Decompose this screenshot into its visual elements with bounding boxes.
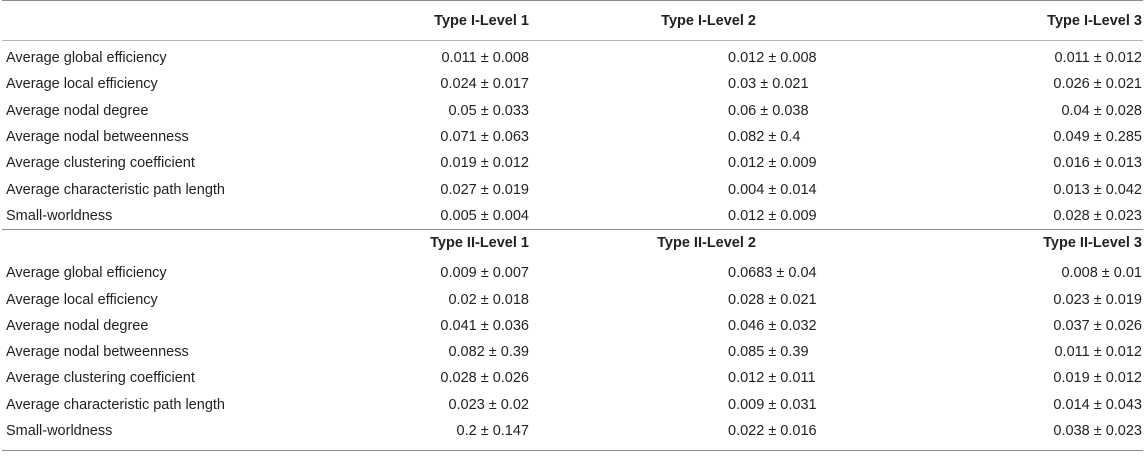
value-level3: 0.011 ± 0.012	[1054, 50, 1142, 67]
network-metrics-table: Type I-Level 1 Type I-Level 2 Type I-Lev…	[2, 0, 1143, 452]
value-level2: 0.028 ± 0.021	[728, 291, 817, 308]
col-header-type2-level2: Type II-Level 2	[657, 235, 756, 252]
col-header-type2-level3: Type II-Level 3	[1043, 235, 1142, 252]
value-level2: 0.046 ± 0.032	[728, 317, 817, 334]
type1-table-row: Average global efficiency 0.011 ± 0.008 0.…	[2, 45, 1143, 71]
value-level1: 0.009 ± 0.007	[440, 265, 529, 282]
metric-label: Average global efficiency	[6, 265, 167, 282]
value-level3: 0.049 ± 0.285	[1053, 129, 1142, 146]
value-level3: 0.013 ± 0.042	[1053, 181, 1142, 198]
value-level2: 0.012 ± 0.008	[728, 50, 817, 67]
metric-label: Small-worldness	[6, 423, 113, 439]
value-level1: 0.041 ± 0.036	[440, 317, 529, 334]
type2-table-row: Average clustering coefficient 0.028 ± 0.…	[2, 365, 1143, 391]
type1-table-row: Average nodal betweenness 0.071 ± 0.063 0.…	[2, 124, 1143, 150]
value-level2: 0.009 ± 0.031	[728, 396, 817, 413]
type2-header-row: Type II-Level 1 Type II-Level 2 Type II-…	[2, 230, 1143, 256]
type1-table-row: Average nodal degree 0.05 ± 0.033 0.06 ± 0…	[2, 98, 1143, 124]
value-level3: 0.008 ± 0.01	[1061, 265, 1142, 282]
value-level3: 0.014 ± 0.043	[1053, 396, 1142, 413]
value-level2: 0.012 ± 0.011	[728, 370, 816, 387]
col-header-type2-level1: Type II-Level 1	[430, 235, 529, 252]
metric-label: Average clustering coefficient	[6, 155, 195, 172]
value-level1: 0.023 ± 0.02	[448, 396, 529, 413]
value-level1: 0.2 ± 0.147	[456, 423, 529, 439]
table-header-row: Type I-Level 1 Type I-Level 2 Type I-Lev…	[2, 1, 1143, 41]
value-level1: 0.02 ± 0.018	[448, 291, 529, 308]
type2-table-row: Average characteristic path length 0.023 …	[2, 392, 1143, 418]
value-level1: 0.05 ± 0.033	[448, 102, 529, 119]
metric-label: Average characteristic path length	[6, 181, 225, 198]
value-level1: 0.082 ± 0.39	[448, 344, 529, 361]
metric-label: Average clustering coefficient	[6, 370, 195, 387]
type2-header: Type II-Level 1 Type II-Level 2 Type II-…	[2, 229, 1143, 257]
value-level2: 0.082 ± 0.4	[728, 129, 801, 146]
metric-column-header	[2, 1, 232, 41]
type2-table-row: Average nodal degree 0.041 ± 0.036 0.046 ±…	[2, 313, 1143, 339]
type2-rows: Average global efficiency 0.009 ± 0.007 0.…	[2, 256, 1143, 444]
table-top-rule	[2, 0, 1143, 1]
type2-table-row: Average global efficiency 0.009 ± 0.007 0.…	[2, 260, 1143, 286]
value-level1: 0.019 ± 0.012	[440, 155, 529, 172]
type1-table-row: Small-worldness 0.005 ± 0.004 0.012 ± 0.00…	[2, 203, 1143, 230]
metric-label: Average characteristic path length	[6, 396, 225, 413]
value-level3: 0.019 ± 0.012	[1053, 370, 1142, 387]
metric-label: Average local efficiency	[6, 76, 158, 93]
value-level1: 0.024 ± 0.017	[440, 76, 529, 93]
value-level1: 0.011 ± 0.008	[441, 50, 529, 67]
value-level2: 0.03 ± 0.021	[728, 76, 809, 93]
value-level3: 0.016 ± 0.013	[1053, 155, 1142, 172]
type2-table-row: Small-worldness 0.2 ± 0.147 0.022 ± 0.016 0…	[2, 418, 1143, 444]
value-level3: 0.04 ± 0.028	[1061, 102, 1142, 119]
type1-rows: Average global efficiency 0.011 ± 0.008 0.…	[2, 41, 1143, 230]
type1-table-row: Average characteristic path length 0.027 …	[2, 176, 1143, 202]
metric-label: Average global efficiency	[6, 50, 167, 67]
value-level2: 0.022 ± 0.016	[728, 423, 817, 439]
value-level2: 0.012 ± 0.009	[728, 207, 817, 224]
col-header-type1-level1: Type I-Level 1	[232, 1, 532, 41]
value-level2: 0.085 ± 0.39	[728, 344, 809, 361]
value-level2: 0.06 ± 0.038	[728, 102, 809, 119]
metric-label: Average nodal betweenness	[6, 344, 189, 361]
value-level3: 0.037 ± 0.026	[1053, 317, 1142, 334]
group-divider-rule	[2, 229, 1143, 231]
value-level3: 0.023 ± 0.019	[1053, 291, 1142, 308]
col-header-type1-level2: Type I-Level 2	[532, 1, 836, 41]
type1-table-row: Average local efficiency 0.024 ± 0.017 0.0…	[2, 71, 1143, 97]
value-level3: 0.028 ± 0.023	[1053, 207, 1142, 224]
metric-label: Small-worldness	[6, 207, 113, 224]
type1-table-row: Average clustering coefficient 0.019 ± 0.…	[2, 150, 1143, 176]
value-level3: 0.011 ± 0.012	[1054, 344, 1142, 361]
value-level2: 0.0683 ± 0.04	[728, 265, 817, 282]
table-bottom-rule	[2, 450, 1143, 452]
col-header-type1-level3: Type I-Level 3	[836, 1, 1143, 41]
metric-label: Average nodal degree	[6, 317, 149, 334]
value-level1: 0.028 ± 0.026	[440, 370, 529, 387]
metric-label: Average local efficiency	[6, 291, 158, 308]
value-level3: 0.038 ± 0.023	[1053, 423, 1142, 439]
value-level2: 0.004 ± 0.014	[728, 181, 817, 198]
value-level2: 0.012 ± 0.009	[728, 155, 817, 172]
metric-label: Average nodal betweenness	[6, 129, 189, 146]
value-level1: 0.027 ± 0.019	[440, 181, 529, 198]
value-level1: 0.005 ± 0.004	[440, 207, 529, 224]
value-level1: 0.071 ± 0.063	[440, 129, 529, 146]
type2-table-row: Average nodal betweenness 0.082 ± 0.39 0.0…	[2, 339, 1143, 365]
value-level3: 0.026 ± 0.021	[1053, 76, 1142, 93]
metric-label: Average nodal degree	[6, 102, 149, 119]
type2-table-row: Average local efficiency 0.02 ± 0.018 0.02…	[2, 286, 1143, 312]
